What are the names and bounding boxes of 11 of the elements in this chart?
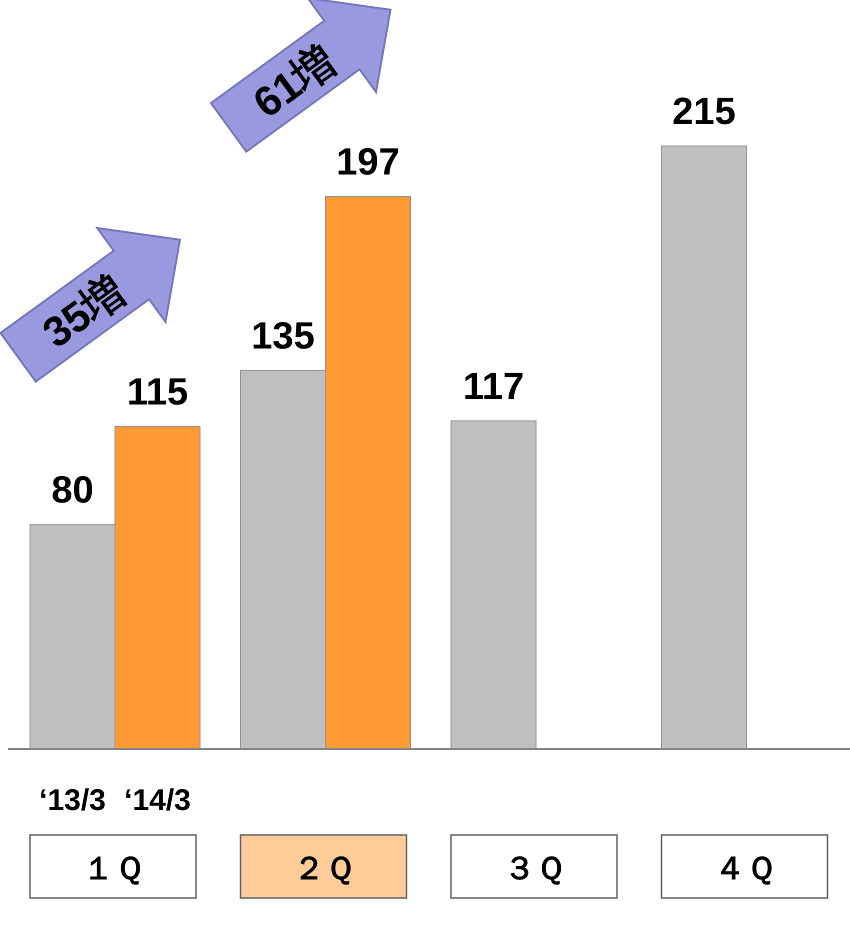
data-label: 215 xyxy=(672,91,736,133)
data-label: 117 xyxy=(462,366,524,408)
x-tick-label: １Ｑ xyxy=(82,850,144,886)
x-tick-label: ４Ｑ xyxy=(714,850,775,886)
x-tick-label: ２Ｑ xyxy=(293,850,354,886)
annotation: 35増 xyxy=(34,266,134,357)
series-label: ‘14/3 xyxy=(124,784,191,817)
data-label: 135 xyxy=(251,315,315,358)
x-tick-label: ３Ｑ xyxy=(504,850,564,886)
series-label: ‘13/3 xyxy=(39,784,106,817)
data-label: 80 xyxy=(51,470,94,512)
